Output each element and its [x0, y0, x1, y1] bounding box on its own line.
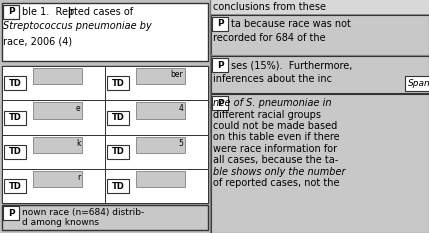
Bar: [136, 102, 185, 119]
Text: of reported cases, not the: of reported cases, not the: [213, 178, 339, 188]
Bar: [2, 66, 208, 203]
Bar: [107, 145, 129, 159]
Text: different racial groups: different racial groups: [213, 110, 321, 120]
Bar: [33, 102, 82, 119]
Text: 4: 4: [178, 104, 183, 113]
Text: TD: TD: [112, 147, 124, 156]
Text: P: P: [8, 209, 14, 217]
Text: d among knowns: d among knowns: [22, 218, 99, 227]
Bar: [2, 3, 208, 61]
Text: ta because race was not: ta because race was not: [231, 19, 351, 29]
Bar: [2, 100, 105, 134]
Text: P: P: [217, 20, 224, 28]
Text: P: P: [217, 99, 224, 107]
Text: Span: Span: [408, 79, 429, 88]
Text: TD: TD: [112, 113, 124, 122]
Text: ble 1.  Rep: ble 1. Rep: [22, 7, 74, 17]
Bar: [107, 110, 129, 124]
Bar: [107, 179, 129, 193]
Text: TD: TD: [9, 113, 21, 122]
Text: Streptococcus pneumoniae by: Streptococcus pneumoniae by: [3, 21, 152, 31]
Text: P: P: [8, 7, 14, 17]
Bar: [105, 169, 208, 203]
Text: e: e: [76, 104, 80, 113]
Bar: [4, 145, 26, 159]
Bar: [3, 5, 19, 19]
Bar: [212, 17, 228, 31]
Text: inferences about the inc: inferences about the inc: [213, 74, 332, 84]
Text: P: P: [217, 61, 224, 69]
Bar: [4, 179, 26, 193]
Bar: [107, 76, 129, 90]
Bar: [211, 0, 429, 233]
Text: recorded for 684 of the: recorded for 684 of the: [213, 33, 326, 43]
Bar: [136, 137, 185, 153]
Bar: [4, 76, 26, 90]
Text: TD: TD: [9, 79, 21, 88]
Text: on this table even if there: on this table even if there: [213, 133, 340, 143]
Bar: [212, 58, 228, 72]
Bar: [105, 134, 208, 169]
Text: ber: ber: [171, 70, 183, 79]
Bar: [105, 100, 208, 134]
Bar: [3, 206, 19, 220]
Text: TD: TD: [9, 147, 21, 156]
Bar: [136, 171, 185, 187]
Text: 5: 5: [178, 138, 183, 147]
Text: all cases, because the ta-: all cases, because the ta-: [213, 155, 338, 165]
Text: TD: TD: [112, 79, 124, 88]
Bar: [212, 96, 228, 110]
Bar: [136, 68, 185, 84]
Bar: [33, 171, 82, 187]
Text: rted cases of: rted cases of: [70, 7, 133, 17]
Text: TD: TD: [9, 182, 21, 191]
Bar: [2, 66, 105, 100]
Bar: [2, 134, 105, 169]
Bar: [211, 15, 429, 55]
Text: could not be made based: could not be made based: [213, 121, 337, 131]
Bar: [405, 76, 429, 91]
Bar: [211, 94, 429, 233]
Text: TD: TD: [112, 182, 124, 191]
Text: nce of S. pneumoniae in: nce of S. pneumoniae in: [213, 98, 332, 108]
Text: ses (15%).  Furthermore,: ses (15%). Furthermore,: [231, 60, 352, 70]
Text: race, 2006 (4): race, 2006 (4): [3, 37, 72, 47]
Bar: [2, 205, 208, 230]
Bar: [33, 68, 82, 84]
Text: were race information for: were race information for: [213, 144, 337, 154]
Text: k: k: [76, 138, 80, 147]
Text: r: r: [77, 173, 80, 182]
Text: ble shows only the number: ble shows only the number: [213, 167, 345, 177]
Bar: [105, 66, 208, 100]
Text: nown race (n=684) distrib-: nown race (n=684) distrib-: [22, 208, 144, 217]
Bar: [33, 137, 82, 153]
Bar: [2, 169, 105, 203]
Text: conclusions from these: conclusions from these: [213, 2, 326, 12]
Bar: [211, 56, 429, 93]
Bar: [4, 110, 26, 124]
